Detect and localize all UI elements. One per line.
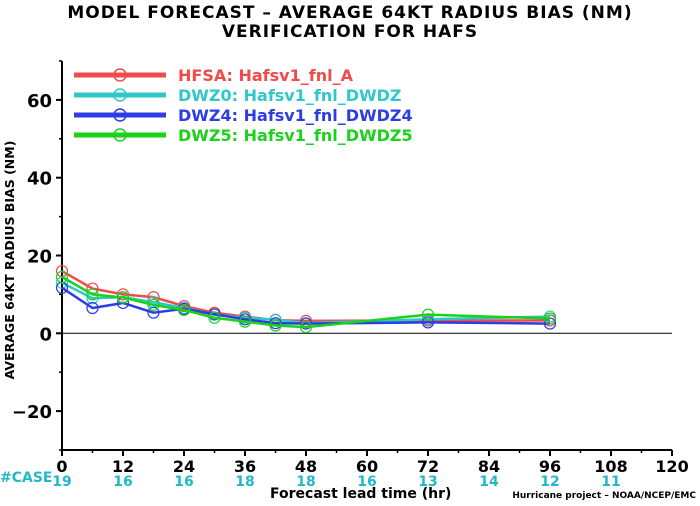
legend-marker	[113, 88, 127, 102]
data-point-hfsa	[116, 288, 130, 301]
x-tick-label: 72	[417, 457, 439, 476]
y-tick-label: 60	[27, 91, 52, 112]
data-point-dwz5	[238, 315, 252, 328]
case-count: 18	[235, 474, 254, 490]
x-tick-label: 108	[594, 457, 627, 476]
legend-marker	[113, 68, 127, 82]
data-point-dwz5	[177, 303, 191, 317]
legend-label: HFSA: Hafsv1_fnl_A	[178, 66, 354, 85]
case-count: 16	[357, 474, 376, 490]
y-tick-label: 40	[27, 169, 52, 190]
data-point-dwz5	[116, 291, 130, 304]
data-point-dwz5	[147, 298, 160, 312]
x-tick-label: 48	[295, 457, 317, 476]
credit-text: Hurricane project – NOAA/NCEP/EMC	[512, 491, 696, 501]
data-point-dwz5	[269, 319, 282, 332]
case-count: 16	[113, 474, 132, 490]
case-count: 19	[52, 474, 71, 490]
data-point-dwz5	[208, 311, 221, 324]
legend-marker	[113, 108, 127, 122]
series-layer	[55, 264, 557, 334]
case-counts: 19 16 16 18 18 16 13 14 12 11	[52, 474, 620, 490]
data-point-dwz4	[299, 317, 313, 330]
case-count: 12	[540, 474, 559, 490]
legend-marker	[113, 128, 127, 142]
x-tick-label: 84	[478, 457, 500, 476]
data-point-dwz5	[543, 312, 557, 325]
data-point-dwz4	[421, 316, 435, 329]
x-tick-label: 96	[539, 457, 561, 476]
case-count: 11	[601, 474, 620, 490]
x-tick-label: 60	[356, 457, 378, 476]
legend-label: DWZ0: Hafsv1_fnl_DWDZ	[178, 86, 402, 105]
x-tick-label: 24	[173, 457, 195, 476]
case-count: 16	[174, 474, 193, 490]
data-point-dwz4	[208, 308, 221, 321]
data-point-dwz4	[147, 306, 160, 319]
data-point-hfsa	[55, 264, 69, 278]
y-tick-label: −20	[12, 402, 52, 423]
y-tick-label: 20	[27, 247, 52, 268]
legend-label: DWZ5: Hafsv1_fnl_DWDZ5	[178, 126, 413, 145]
data-point-dwz5	[299, 320, 313, 334]
data-point-dwz4	[86, 301, 99, 315]
x-tick-label: 0	[56, 457, 67, 476]
case-count: 14	[479, 474, 499, 490]
case-count: 18	[296, 474, 315, 490]
x-tick-label: 36	[234, 457, 256, 476]
case-count: 13	[418, 474, 437, 490]
data-point-dwz0	[86, 292, 99, 305]
x-tick-label: 120	[655, 457, 688, 476]
data-point-dwz5	[86, 288, 99, 301]
y-ticks: −20 0 20 40 60	[12, 60, 62, 451]
data-point-dwz5	[421, 308, 435, 321]
chart-title-line1: MODEL FORECAST – AVERAGE 64KT RADIUS BIA…	[67, 3, 633, 23]
y-axis-label: AVERAGE 64KT RADIUS BIAS (NM)	[2, 141, 17, 380]
x-axis-label: Forecast lead time (hr)	[270, 486, 452, 502]
data-point-dwz5	[55, 270, 69, 283]
legend-label: DWZ4: Hafsv1_fnl_DWDZ4	[178, 106, 413, 125]
x-tick-label: 12	[112, 457, 134, 476]
chart-title-line2: VERIFICATION FOR HAFS	[221, 22, 479, 42]
x-ticks: 0 12 24 36 48 60 72 84 96 108 120	[56, 450, 689, 476]
y-tick-label: 0	[39, 324, 52, 345]
y-axis-label-box: AVERAGE 64KT RADIUS BIAS (NM)	[2, 141, 17, 380]
series-line-dwz5	[61, 275, 551, 329]
case-label: #CASE	[0, 470, 53, 486]
series-line-hfsa	[61, 269, 550, 323]
